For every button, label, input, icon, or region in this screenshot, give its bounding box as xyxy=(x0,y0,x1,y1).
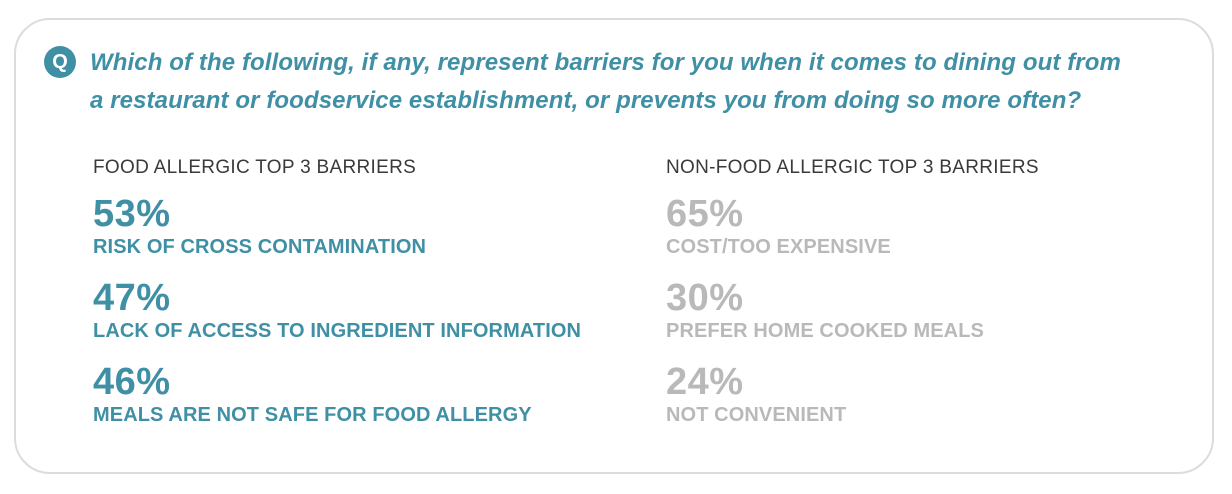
non-food-allergic-column: NON-FOOD ALLERGIC TOP 3 BARRIERS 65% COS… xyxy=(666,156,1206,446)
question-badge-icon: Q xyxy=(44,46,76,78)
stat-percent: 24% xyxy=(666,361,744,403)
non-food-allergic-stat-2: 30% PREFER HOME COOKED MEALS xyxy=(666,278,1206,362)
stat-percent: 30% xyxy=(666,277,744,319)
question-text: Which of the following, if any, represen… xyxy=(90,44,1190,120)
stat-percent: 65% xyxy=(666,193,744,235)
question-line-1: Which of the following, if any, represen… xyxy=(90,49,1121,76)
stat-label: MEALS ARE NOT SAFE FOR FOOD ALLERGY xyxy=(93,404,532,426)
non-food-allergic-title: NON-FOOD ALLERGIC TOP 3 BARRIERS xyxy=(666,157,1039,178)
stat-label: LACK OF ACCESS TO INGREDIENT INFORMATION xyxy=(93,320,582,342)
stat-percent: 47% xyxy=(93,277,171,319)
question-line-2: a restaurant or foodservice establishmen… xyxy=(90,87,1082,114)
non-food-allergic-stat-3: 24% NOT CONVENIENT xyxy=(666,362,1206,446)
stat-label: PREFER HOME COOKED MEALS xyxy=(666,320,984,342)
food-allergic-stat-2: 47% LACK OF ACCESS TO INGREDIENT INFORMA… xyxy=(93,278,633,362)
stat-label: NOT CONVENIENT xyxy=(666,404,847,426)
survey-card xyxy=(14,18,1214,474)
stat-percent: 53% xyxy=(93,193,171,235)
stat-percent: 46% xyxy=(93,361,171,403)
food-allergic-stat-1: 53% RISK OF CROSS CONTAMINATION xyxy=(93,194,633,278)
stat-label: COST/TOO EXPENSIVE xyxy=(666,236,891,258)
food-allergic-stat-3: 46% MEALS ARE NOT SAFE FOR FOOD ALLERGY xyxy=(93,362,633,446)
food-allergic-column: FOOD ALLERGIC TOP 3 BARRIERS 53% RISK OF… xyxy=(93,156,633,446)
stat-label: RISK OF CROSS CONTAMINATION xyxy=(93,236,427,258)
non-food-allergic-stat-1: 65% COST/TOO EXPENSIVE xyxy=(666,194,1206,278)
food-allergic-title: FOOD ALLERGIC TOP 3 BARRIERS xyxy=(93,157,417,178)
